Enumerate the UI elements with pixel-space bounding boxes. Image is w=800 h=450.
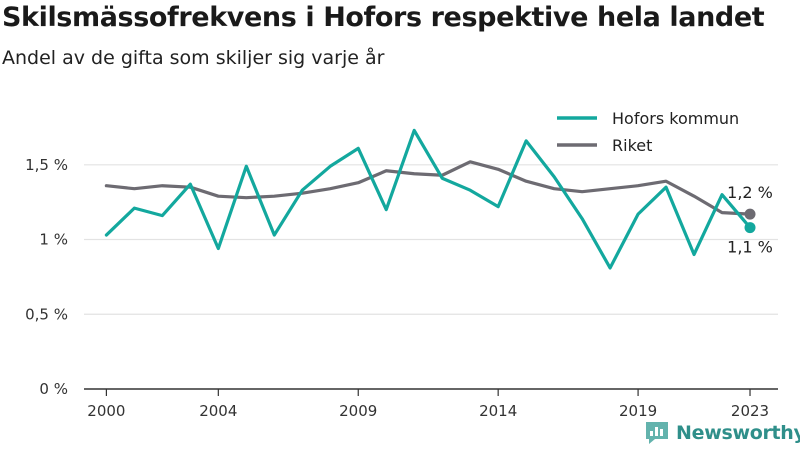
x-tick-label: 2009 [339,402,377,420]
x-tick-label: 2023 [731,402,769,420]
x-tick-label: 2014 [479,402,517,420]
x-tick-label: 2004 [199,402,237,420]
y-tick-label: 0 % [39,380,68,398]
chart-title: Skilsmässofrekvens i Hofors respektive h… [2,2,765,33]
legend-label-riket: Riket [612,136,652,155]
end-point-hofors [744,222,756,234]
newsworthy-logo-icon [646,422,668,444]
y-tick-label: 1,5 % [25,156,68,174]
newsworthy-brand: Newsworthy [644,420,800,446]
legend-label-hofors: Hofors kommun [612,109,739,128]
chart-subtitle: Andel av de gifta som skiljer sig varje … [2,47,385,69]
x-tick-label: 2000 [87,402,125,420]
series-line-riket [104,160,752,216]
end-label-riket: 1,2 % [727,183,773,202]
end-label-hofors: 1,1 % [727,238,773,257]
brand-name: Newsworthy [676,422,800,444]
end-point-riket [744,208,756,220]
grid-lines [84,164,778,315]
x-tick-label: 2019 [619,402,657,420]
y-tick-label: 0,5 % [25,305,68,323]
y-axis: 0 % 0,5 % 1 % 1,5 % [25,156,68,398]
end-labels: 1,2 % 1,1 % [727,183,773,256]
series-lines [104,128,752,270]
y-tick-label: 1 % [39,231,68,249]
x-axis: 2000 2004 2009 2014 2019 2023 [84,388,778,420]
series-line-hofors [104,128,752,270]
legend: Hofors kommun Riket [557,109,739,155]
